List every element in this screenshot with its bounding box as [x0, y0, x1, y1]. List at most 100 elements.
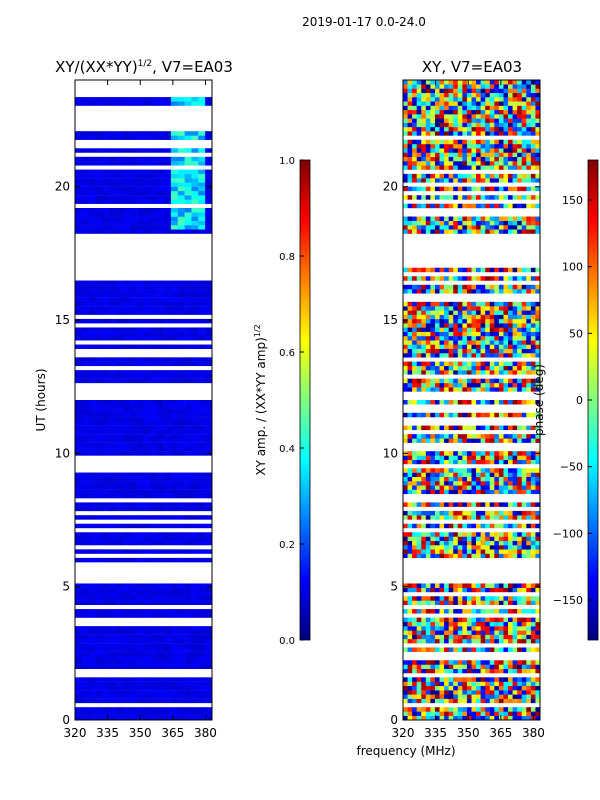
heatmap-cell — [150, 190, 158, 196]
heatmap-cell — [448, 553, 454, 559]
heatmap-cell — [184, 656, 192, 661]
heatmap-cell — [412, 344, 417, 349]
heatmap-cell — [494, 600, 500, 605]
heatmap-cell — [109, 284, 117, 290]
heatmap-cell — [517, 536, 523, 541]
heatmap-cell — [136, 711, 144, 716]
heatmap-cell — [184, 660, 192, 665]
heatmap-cell — [494, 361, 500, 367]
heatmap-cell — [407, 186, 413, 192]
heatmap-cell — [157, 344, 165, 349]
heatmap-cell — [403, 301, 408, 307]
heatmap-cell — [136, 451, 144, 456]
heatmap-cell — [494, 92, 500, 98]
heatmap-cell — [157, 685, 165, 691]
heatmap-cell — [407, 173, 413, 179]
heatmap-cell — [198, 404, 206, 409]
heatmap-cell — [535, 152, 541, 157]
heatmap-cell — [526, 348, 532, 354]
heatmap-cell — [453, 600, 459, 605]
heatmap-cell — [494, 220, 500, 226]
heatmap-cell — [489, 596, 495, 601]
heatmap-cell — [205, 656, 213, 661]
heatmap-cell — [476, 400, 481, 405]
heatmap-cell — [448, 276, 454, 281]
heatmap-cell — [430, 139, 436, 145]
heatmap-cell — [535, 715, 541, 721]
heatmap-cell — [476, 438, 481, 443]
heatmap-cell — [116, 429, 124, 435]
heatmap-cell — [150, 557, 158, 563]
heatmap-cell — [457, 289, 463, 294]
heatmap-cell — [75, 186, 83, 192]
heatmap-cell — [462, 144, 468, 149]
heatmap-cell — [88, 344, 96, 349]
heatmap-cell — [503, 156, 509, 162]
heatmap-cell — [521, 310, 527, 315]
heatmap-cell — [498, 267, 504, 273]
heatmap-cell — [494, 382, 500, 388]
heatmap-cell — [508, 344, 513, 349]
heatmap-cell — [494, 370, 500, 375]
heatmap-cell — [530, 472, 536, 477]
heatmap-cell — [129, 660, 137, 665]
heatmap-cell — [88, 374, 96, 379]
heatmap-cell — [485, 387, 491, 392]
heatmap-cell — [129, 178, 137, 183]
heatmap-cell — [508, 88, 513, 93]
heatmap-cell — [136, 225, 144, 230]
heatmap-cell — [150, 549, 158, 554]
heatmap-cell — [177, 417, 185, 422]
heatmap-cell — [177, 327, 185, 332]
heatmap-cell — [157, 357, 165, 362]
heatmap-cell — [157, 293, 165, 298]
heatmap-cell — [434, 600, 440, 605]
heatmap-cell — [407, 609, 413, 614]
heatmap-cell — [198, 429, 206, 435]
heatmap-cell — [129, 626, 137, 631]
heatmap-cell — [535, 621, 541, 627]
heatmap-cell — [512, 318, 518, 324]
heatmap-cell — [535, 707, 541, 712]
heatmap-cell — [412, 677, 417, 682]
heatmap-cell — [457, 621, 463, 627]
heatmap-cell — [421, 664, 427, 669]
heatmap-cell — [102, 374, 110, 379]
heatmap-cell — [530, 344, 536, 349]
heatmap-cell — [503, 118, 509, 123]
heatmap-cell — [95, 297, 103, 303]
heatmap-cell — [476, 353, 481, 358]
heatmap-cell — [457, 195, 463, 200]
heatmap-cell — [143, 515, 151, 520]
heatmap-cell — [476, 370, 481, 375]
heatmap-cell — [453, 229, 459, 234]
heatmap-cell — [476, 80, 481, 85]
heatmap-cell — [109, 293, 117, 298]
heatmap-cell — [512, 122, 518, 128]
heatmap-cell — [462, 715, 468, 721]
heatmap-cell — [476, 378, 481, 384]
heatmap-cell — [416, 532, 422, 537]
heatmap-cell — [102, 156, 110, 162]
heatmap-cell — [480, 195, 486, 200]
heatmap-cell — [466, 400, 472, 405]
heatmap-cell — [453, 609, 459, 614]
heatmap-cell — [503, 617, 509, 623]
heatmap-cell — [444, 361, 449, 367]
heatmap-cell — [503, 583, 509, 588]
heatmap-cell — [421, 609, 427, 614]
heatmap-cell — [485, 451, 491, 456]
heatmap-cell — [122, 216, 131, 221]
heatmap-cell — [122, 208, 131, 213]
heatmap-cell — [412, 515, 417, 520]
heatmap-cell — [122, 442, 131, 448]
heatmap-cell — [102, 327, 110, 332]
heatmap-cell — [453, 617, 459, 623]
heatmap-cell — [75, 306, 83, 311]
heatmap-cell — [448, 370, 454, 375]
heatmap-cell — [489, 92, 495, 98]
heatmap-cell — [81, 596, 89, 601]
heatmap-cell — [122, 677, 131, 682]
heatmap-cell — [517, 216, 523, 221]
heatmap-cell — [102, 97, 110, 102]
